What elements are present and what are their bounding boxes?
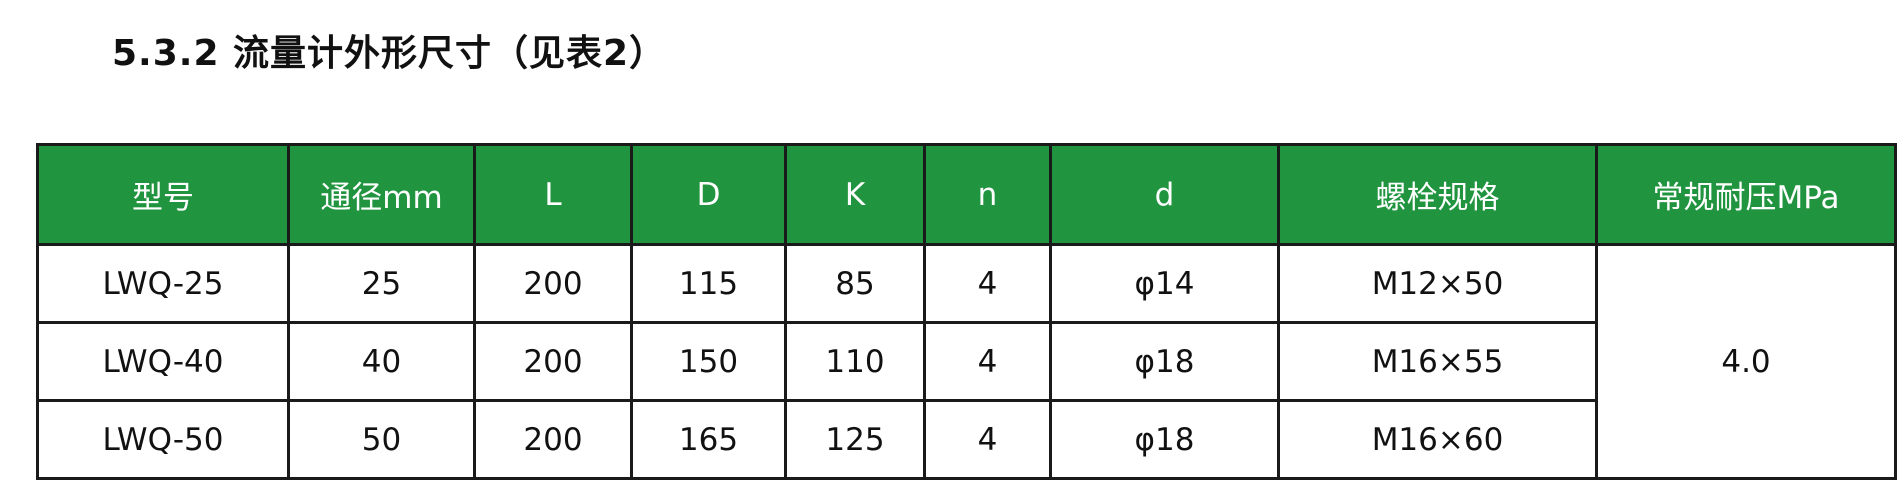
header-row: 型号 通径mm L D K n d 螺栓规格 常规耐压MPa xyxy=(36,143,1897,246)
cell: 200 xyxy=(473,321,633,402)
cell: LWQ-25 xyxy=(36,243,290,324)
cell: 4 xyxy=(923,243,1052,324)
cell: 150 xyxy=(630,321,787,402)
header-model: 型号 xyxy=(36,143,290,246)
cell: 200 xyxy=(473,399,633,480)
cell: M16×55 xyxy=(1277,321,1598,402)
cell: M16×60 xyxy=(1277,399,1598,480)
header-pressure: 常规耐压MPa xyxy=(1595,143,1897,246)
cell: M12×50 xyxy=(1277,243,1598,324)
header-L: L xyxy=(473,143,633,246)
cell: φ18 xyxy=(1049,399,1280,480)
cell: 165 xyxy=(630,399,787,480)
table-row: LWQ-40 40 200 150 110 4 φ18 M16×55 xyxy=(36,321,1896,402)
cell: 115 xyxy=(630,243,787,324)
header-bolt-spec: 螺栓规格 xyxy=(1277,143,1598,246)
header-n: n xyxy=(923,143,1052,246)
section-title: 5.3.2 流量计外形尺寸（见表2） xyxy=(112,33,667,74)
header-D: D xyxy=(630,143,787,246)
table-row: LWQ-50 50 200 165 125 4 φ18 M16×60 xyxy=(36,399,1896,480)
cell: 125 xyxy=(784,399,926,480)
cell: LWQ-50 xyxy=(36,399,290,480)
dimensions-table: 型号 通径mm L D K n d 螺栓规格 常规耐压MPa LWQ-25 25… xyxy=(36,143,1897,480)
header-bore: 通径mm xyxy=(287,143,476,246)
header-d: d xyxy=(1049,143,1280,246)
cell: 40 xyxy=(287,321,476,402)
cell: 200 xyxy=(473,243,633,324)
cell: 4 xyxy=(923,321,1052,402)
header-K: K xyxy=(784,143,926,246)
cell: 110 xyxy=(784,321,926,402)
table-row: LWQ-25 25 200 115 85 4 φ14 M12×50 4.0 xyxy=(36,243,1897,480)
cell: φ18 xyxy=(1049,321,1280,402)
cell: 85 xyxy=(784,243,926,324)
pressure-cell: 4.0 xyxy=(1595,243,1897,480)
cell: φ14 xyxy=(1049,243,1280,324)
cell: 25 xyxy=(287,243,476,324)
cell: LWQ-40 xyxy=(36,321,290,402)
cell: 4 xyxy=(923,399,1052,480)
cell: 50 xyxy=(287,399,476,480)
